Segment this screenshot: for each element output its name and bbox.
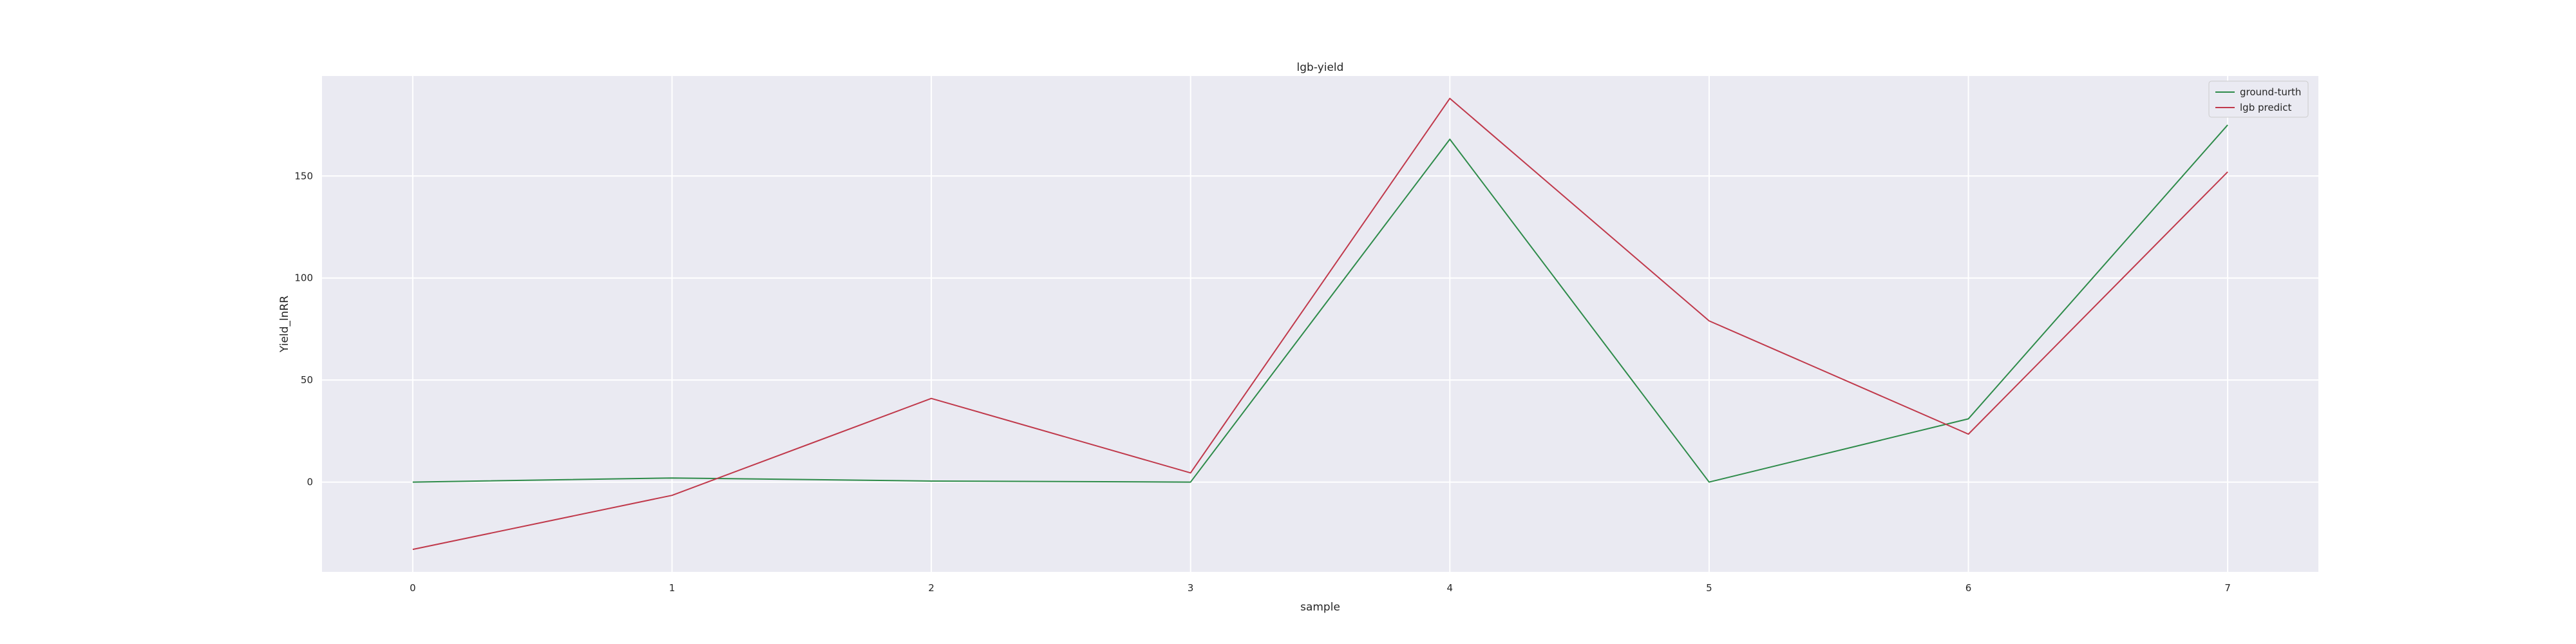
- x-tick-label-6: 6: [1965, 582, 1972, 594]
- plot-background: [322, 76, 2318, 572]
- x-axis-label: sample: [1300, 601, 1340, 614]
- tick-labels: 0 1 2 3 4 5 6 7 0 50 100 150: [294, 170, 2231, 594]
- chart-title: lgb-yield: [1297, 61, 1344, 74]
- x-tick-label-0: 0: [410, 582, 416, 594]
- legend-label-1: lgb predict: [2240, 102, 2292, 113]
- x-tick-label-3: 3: [1188, 582, 1194, 594]
- series-line-1: [412, 97, 2228, 551]
- y-tick-label-1: 50: [301, 374, 313, 386]
- y-tick-label-2: 100: [294, 272, 313, 284]
- x-tick-label-2: 2: [928, 582, 934, 594]
- x-tick-label-1: 1: [669, 582, 676, 594]
- x-tick-label-4: 4: [1447, 582, 1454, 594]
- legend-label-0: ground-turth: [2240, 86, 2301, 98]
- series-lines: [412, 97, 2228, 551]
- y-axis-label: Yield_lnRR: [278, 296, 291, 353]
- x-tick-label-7: 7: [2224, 582, 2231, 594]
- y-tick-label-3: 150: [294, 170, 313, 182]
- y-tick-label-0: 0: [307, 477, 313, 488]
- legend: ground-turth lgb predict: [2208, 80, 2309, 118]
- grid-lines: [322, 76, 2318, 572]
- x-tick-label-5: 5: [1706, 582, 1712, 594]
